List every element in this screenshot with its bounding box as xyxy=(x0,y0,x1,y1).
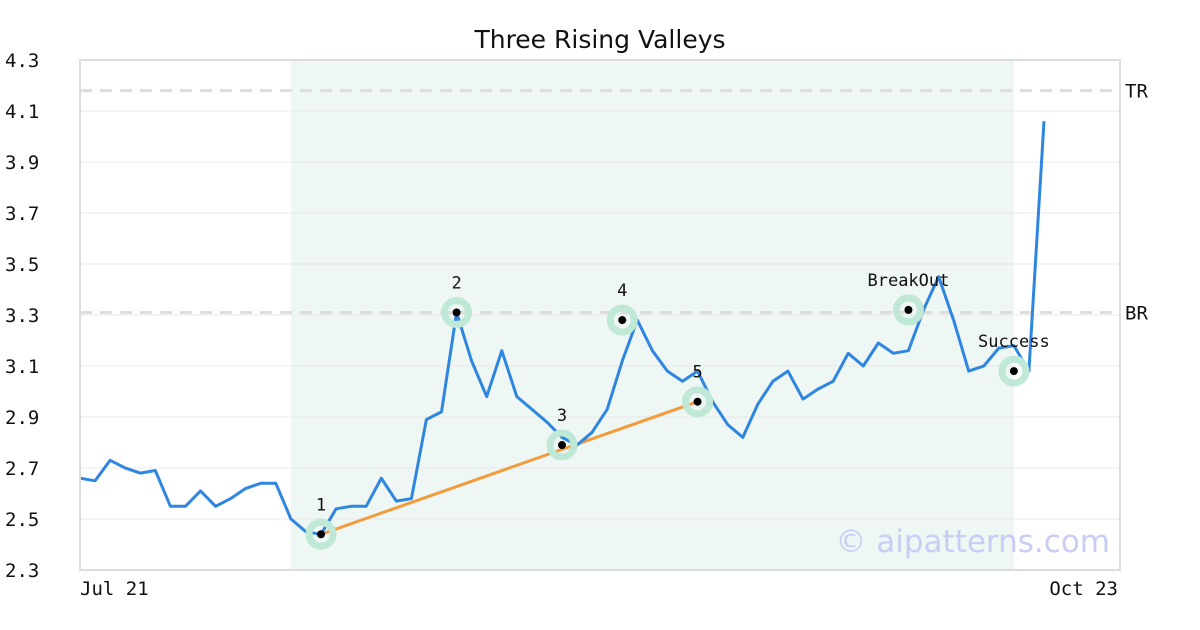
y-axis-ticks: 2.3 2.5 2.7 2.9 3.1 3.3 3.5 3.7 3.9 4.1 4.3 xyxy=(5,50,39,582)
watermark: © aipatterns.com xyxy=(835,524,1110,560)
marker-label: 3 xyxy=(557,406,567,426)
marker-ring xyxy=(546,429,578,461)
marker-label: 2 xyxy=(451,273,461,293)
trend-line xyxy=(320,400,699,536)
y-tick-label: 3.7 xyxy=(5,203,39,225)
marker-dot xyxy=(618,316,627,325)
y-tick-label: 3.3 xyxy=(5,305,39,327)
chart-title: Three Rising Valleys xyxy=(473,25,725,54)
y-tick-label: 3.5 xyxy=(5,254,39,276)
marker-ring xyxy=(305,518,337,550)
x-axis-ticks: Jul 21 Oct 23 xyxy=(80,578,1118,600)
marker-ring xyxy=(606,304,638,336)
y-tick-label: 2.9 xyxy=(5,407,39,429)
y-tick-label: 2.7 xyxy=(5,458,39,480)
pattern-markers: 1 2 3 4 5 BreakOut Success xyxy=(305,271,1050,550)
y-tick-label: 4.1 xyxy=(5,101,39,123)
y-tick-label: 3.1 xyxy=(5,356,39,378)
marker-label: 1 xyxy=(316,495,326,515)
y-tick-label: 2.5 xyxy=(5,509,39,531)
reference-lines: TR BR xyxy=(80,81,1148,324)
marker-ring xyxy=(682,386,714,418)
marker-dot xyxy=(317,530,325,539)
marker-dot xyxy=(452,308,461,317)
marker-dot xyxy=(693,397,702,406)
marker-label: 5 xyxy=(692,363,702,383)
reference-line-label: TR xyxy=(1125,81,1148,103)
marker-label: BreakOut xyxy=(867,271,949,291)
marker-dot xyxy=(558,441,566,450)
marker-dot xyxy=(904,305,913,314)
reference-line-label: BR xyxy=(1125,302,1148,324)
x-tick-label: Jul 21 xyxy=(80,578,149,600)
x-tick-label: Oct 23 xyxy=(1049,578,1118,600)
y-tick-label: 3.9 xyxy=(5,152,39,174)
marker-ring xyxy=(998,355,1030,387)
marker-ring xyxy=(441,296,473,328)
plot-frame xyxy=(79,59,1121,571)
marker-label: Success xyxy=(978,332,1050,352)
marker-ring xyxy=(892,294,924,326)
y-tick-label: 4.3 xyxy=(5,50,39,72)
marker-label: 4 xyxy=(617,281,627,301)
y-tick-label: 2.3 xyxy=(5,560,39,582)
marker-dot xyxy=(1009,367,1018,376)
price-line xyxy=(79,121,1046,536)
